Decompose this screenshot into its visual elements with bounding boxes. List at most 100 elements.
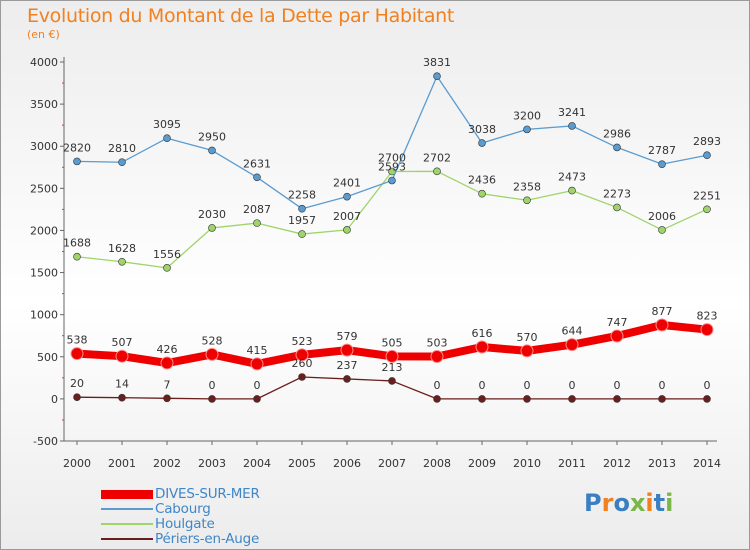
legend-swatch — [101, 538, 153, 540]
legend-swatch — [101, 489, 153, 499]
data-label: 2007 — [333, 210, 361, 223]
y-tick-label: 500 — [37, 351, 58, 364]
data-point — [658, 226, 666, 234]
data-label: 0 — [704, 379, 711, 392]
y-tick-label: 4000 — [30, 56, 58, 69]
data-point — [703, 151, 711, 160]
data-point — [613, 143, 621, 152]
data-point — [523, 395, 531, 403]
y-tick-label: 1500 — [30, 267, 58, 280]
data-point — [295, 348, 309, 362]
data-label: 0 — [614, 379, 621, 392]
proxiti-logo: Proxiti — [584, 489, 673, 517]
data-label: 2436 — [468, 174, 496, 187]
x-tick-label: 2000 — [63, 457, 91, 470]
data-point — [703, 205, 711, 214]
data-point — [433, 167, 441, 176]
data-label: 2251 — [693, 189, 721, 202]
data-point — [478, 139, 486, 147]
data-point — [298, 373, 306, 381]
data-label: 0 — [524, 379, 531, 392]
data-point — [253, 395, 261, 403]
data-point — [160, 356, 174, 370]
x-tick-label: 2006 — [333, 457, 361, 470]
data-point — [658, 160, 666, 168]
y-tick-label: 3500 — [30, 98, 58, 111]
data-point — [568, 122, 576, 130]
data-point — [610, 329, 624, 343]
data-point — [163, 394, 171, 403]
y-tick-label: 1000 — [30, 309, 58, 322]
data-point — [433, 395, 441, 403]
x-tick-label: 2013 — [648, 457, 676, 470]
legend-swatch — [101, 523, 153, 525]
data-point — [163, 134, 171, 143]
data-point — [433, 72, 441, 81]
data-label: 2893 — [693, 135, 721, 148]
data-point — [343, 226, 351, 234]
data-label: 7 — [164, 378, 171, 391]
data-label: 0 — [479, 379, 486, 392]
data-label: 747 — [607, 316, 628, 329]
data-point — [568, 186, 576, 195]
data-point — [118, 257, 126, 266]
data-point — [208, 395, 216, 403]
chart-title: Evolution du Montant de la Dette par Hab… — [27, 5, 455, 27]
logo-letter: x — [629, 489, 646, 517]
data-label: 579 — [337, 330, 358, 343]
data-point — [205, 347, 219, 361]
x-tick-label: 2003 — [198, 457, 226, 470]
data-point — [613, 203, 621, 212]
data-point — [478, 395, 486, 403]
data-label: 2631 — [243, 157, 271, 170]
data-point — [658, 395, 666, 403]
data-point — [700, 323, 714, 337]
y-tick-label: 2500 — [30, 182, 58, 195]
data-label: 213 — [382, 361, 403, 374]
data-label: 1628 — [108, 242, 136, 255]
x-tick-label: 2014 — [693, 457, 721, 470]
data-point — [253, 219, 261, 227]
data-label: 0 — [569, 379, 576, 392]
data-label: 3831 — [423, 56, 451, 69]
x-tick-label: 2012 — [603, 457, 631, 470]
data-point — [208, 146, 216, 155]
data-point — [565, 338, 579, 352]
y-tick-label: 3000 — [30, 140, 58, 153]
x-tick-label: 2009 — [468, 457, 496, 470]
legend-label: Houlgate — [155, 516, 215, 532]
legend-label: Cabourg — [155, 501, 211, 517]
data-label: 1688 — [63, 237, 91, 250]
data-label: 2820 — [63, 141, 91, 154]
data-point — [70, 347, 84, 361]
data-point — [340, 343, 354, 357]
logo-letter: t — [653, 489, 666, 517]
y-tick-label: -500 — [33, 435, 58, 448]
data-point — [163, 264, 171, 272]
data-label: 538 — [67, 334, 88, 347]
data-label: 523 — [292, 335, 313, 348]
data-label: 237 — [337, 359, 358, 372]
logo-letter: i — [665, 489, 674, 517]
data-label: 2810 — [108, 142, 136, 155]
data-label: 2700 — [378, 151, 406, 164]
data-label: 2787 — [648, 144, 676, 157]
data-point — [520, 344, 534, 358]
data-point — [298, 204, 306, 213]
data-point — [73, 252, 81, 261]
data-label: 2401 — [333, 177, 361, 190]
data-label: 2258 — [288, 189, 316, 202]
y-tick-label: 2000 — [30, 224, 58, 237]
data-point — [478, 189, 486, 198]
data-label: 2358 — [513, 180, 541, 193]
x-tick-label: 2008 — [423, 457, 451, 470]
data-label: 0 — [659, 379, 666, 392]
data-label: 260 — [292, 357, 313, 370]
data-label: 20 — [70, 377, 84, 390]
data-label: 3241 — [558, 106, 586, 119]
data-point — [115, 349, 129, 363]
data-label: 570 — [517, 331, 538, 344]
data-point — [298, 230, 306, 238]
data-point — [388, 377, 396, 385]
data-label: 1957 — [288, 214, 316, 227]
